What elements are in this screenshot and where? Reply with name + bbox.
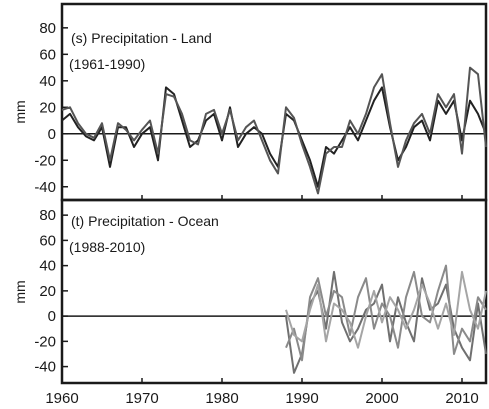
x-axis: 1960 1970 1980 1990 2000 2010 <box>45 390 478 407</box>
y-tick-label: -20 <box>34 333 56 350</box>
panel-land-ylabel: mm <box>12 100 28 123</box>
x-tick-label: 1990 <box>285 390 318 407</box>
land-series-line-2 <box>61 66 487 195</box>
y-tick-label: -40 <box>34 359 56 376</box>
ocean-series-line-3 <box>285 270 487 349</box>
x-tick-label: 1980 <box>205 390 238 407</box>
y-tick-label: 60 <box>39 232 56 249</box>
y-tick-label: 20 <box>39 283 56 300</box>
y-tick-label: 60 <box>39 46 56 63</box>
x-tick-label: 1960 <box>45 390 78 407</box>
y-tick-label: 80 <box>39 20 56 37</box>
panel-land-title: (s) Precipitation - Land <box>71 30 212 46</box>
panel-land-period: (1961-1990) <box>69 56 145 72</box>
land-series-line-1 <box>61 86 487 188</box>
panel-ocean-period: (1988-2010) <box>69 239 145 255</box>
y-tick-label: 20 <box>39 99 56 116</box>
panel-ocean: 80 60 40 20 0 -20 -40 <box>34 207 487 383</box>
y-tick-label: 80 <box>39 207 56 224</box>
panel-ocean-title: (t) Precipitation - Ocean <box>71 213 219 229</box>
y-tick-label: -20 <box>34 152 56 169</box>
y-tick-label: 0 <box>48 126 56 143</box>
x-tick-label: 2010 <box>445 390 478 407</box>
y-tick-label: 40 <box>39 258 56 275</box>
panel-land: 80 60 40 20 0 -20 -40 <box>34 20 487 200</box>
y-tick-label: 0 <box>48 308 56 325</box>
x-tick-label: 1970 <box>125 390 158 407</box>
x-tick-label: 2000 <box>365 390 398 407</box>
panel-ocean-ylabel: mm <box>12 280 28 303</box>
y-tick-label: -40 <box>34 179 56 196</box>
y-tick-label: 40 <box>39 73 56 90</box>
